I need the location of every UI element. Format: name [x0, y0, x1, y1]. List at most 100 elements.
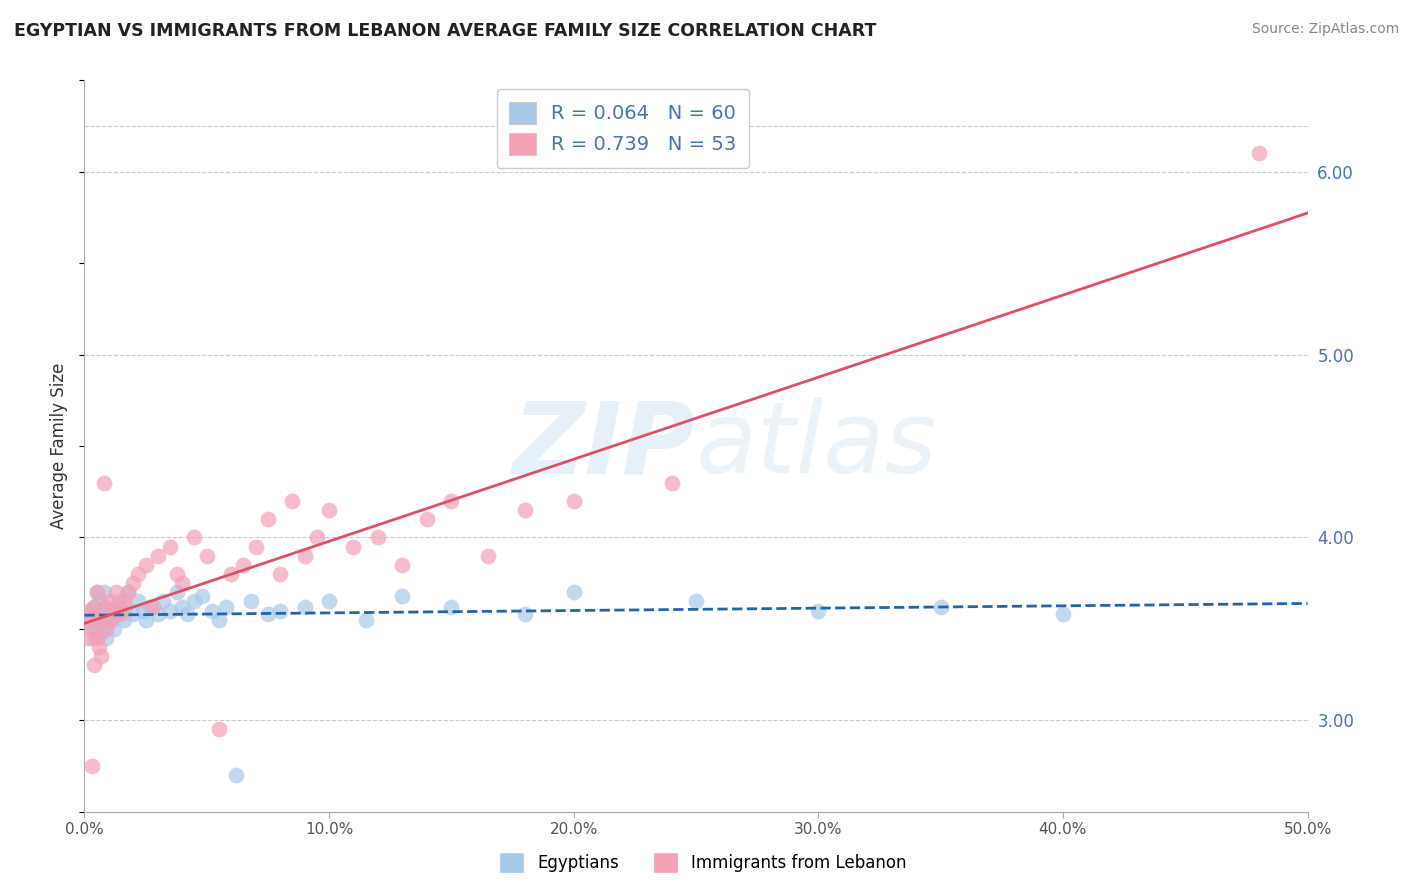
Y-axis label: Average Family Size: Average Family Size	[51, 363, 69, 529]
Point	[562, 585, 585, 599]
Point	[135, 613, 157, 627]
Point	[90, 625, 112, 640]
Point	[294, 599, 316, 614]
Point	[107, 594, 129, 608]
Point	[105, 607, 128, 622]
Point	[416, 512, 439, 526]
Point	[176, 607, 198, 622]
Point	[183, 530, 205, 544]
Point	[112, 594, 135, 608]
Point	[159, 540, 181, 554]
Point	[86, 613, 108, 627]
Point	[152, 594, 174, 608]
Point	[477, 549, 499, 563]
Point	[166, 585, 188, 599]
Point	[232, 558, 254, 572]
Point	[807, 604, 830, 618]
Point	[239, 594, 262, 608]
Point	[166, 567, 188, 582]
Point	[305, 530, 328, 544]
Point	[513, 503, 536, 517]
Text: Source: ZipAtlas.com: Source: ZipAtlas.com	[1251, 22, 1399, 37]
Point	[513, 607, 536, 622]
Point	[127, 567, 149, 582]
Point	[103, 622, 125, 636]
Point	[86, 631, 108, 645]
Point	[87, 594, 110, 608]
Point	[86, 585, 108, 599]
Point	[354, 613, 377, 627]
Point	[146, 549, 169, 563]
Point	[281, 494, 304, 508]
Point	[562, 494, 585, 508]
Point	[80, 604, 103, 618]
Text: EGYPTIAN VS IMMIGRANTS FROM LEBANON AVERAGE FAMILY SIZE CORRELATION CHART: EGYPTIAN VS IMMIGRANTS FROM LEBANON AVER…	[14, 22, 876, 40]
Text: ZIP: ZIP	[513, 398, 696, 494]
Point	[367, 530, 389, 544]
Point	[391, 558, 413, 572]
Point	[219, 567, 242, 582]
Point	[77, 604, 100, 618]
Point	[269, 567, 291, 582]
Point	[269, 604, 291, 618]
Legend: R = 0.064   N = 60, R = 0.739   N = 53: R = 0.064 N = 60, R = 0.739 N = 53	[496, 89, 748, 168]
Point	[117, 585, 139, 599]
Point	[90, 604, 112, 618]
Point	[225, 768, 247, 782]
Point	[96, 613, 118, 627]
Point	[83, 631, 105, 645]
Point	[142, 599, 165, 614]
Point	[139, 599, 162, 614]
Legend: Egyptians, Immigrants from Lebanon: Egyptians, Immigrants from Lebanon	[492, 846, 914, 880]
Point	[208, 723, 231, 737]
Point	[195, 549, 218, 563]
Point	[97, 594, 120, 608]
Point	[90, 613, 112, 627]
Point	[661, 475, 683, 490]
Point	[77, 631, 100, 645]
Point	[159, 604, 181, 618]
Point	[208, 613, 231, 627]
Point	[135, 558, 157, 572]
Point	[122, 607, 145, 622]
Point	[1052, 607, 1074, 622]
Point	[127, 594, 149, 608]
Point	[117, 585, 139, 599]
Point	[96, 622, 118, 636]
Point	[93, 599, 115, 614]
Point	[110, 607, 132, 622]
Point	[107, 599, 129, 614]
Point	[685, 594, 707, 608]
Point	[93, 475, 115, 490]
Point	[87, 613, 110, 627]
Point	[105, 585, 128, 599]
Point	[90, 649, 112, 664]
Point	[103, 599, 125, 614]
Point	[87, 607, 110, 622]
Point	[110, 604, 132, 618]
Point	[86, 585, 108, 599]
Point	[83, 599, 105, 614]
Point	[77, 613, 100, 627]
Point	[257, 512, 280, 526]
Point	[146, 607, 169, 622]
Point	[83, 658, 105, 673]
Point	[87, 618, 110, 632]
Point	[83, 599, 105, 614]
Point	[257, 607, 280, 622]
Point	[342, 540, 364, 554]
Point	[103, 604, 125, 618]
Point	[100, 613, 122, 627]
Point	[97, 607, 120, 622]
Point	[112, 613, 135, 627]
Point	[391, 589, 413, 603]
Point	[294, 549, 316, 563]
Text: atlas: atlas	[696, 398, 938, 494]
Point	[440, 599, 463, 614]
Point	[100, 613, 122, 627]
Point	[87, 640, 110, 655]
Point	[76, 613, 98, 627]
Point	[86, 625, 108, 640]
Point	[183, 594, 205, 608]
Point	[172, 576, 194, 591]
